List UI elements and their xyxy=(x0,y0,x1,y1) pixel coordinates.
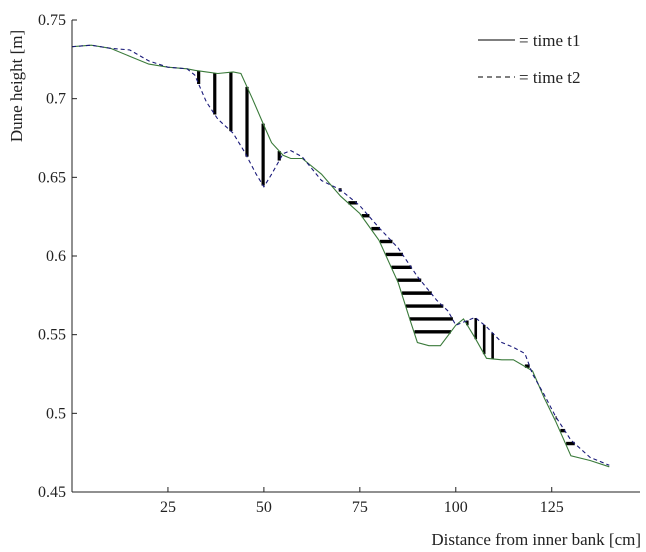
axes xyxy=(71,20,640,493)
erosion-deposition-hatching xyxy=(197,70,575,446)
legend-label-time-t1: = time t1 xyxy=(519,31,581,50)
y-axis-title: Dune height [m] xyxy=(7,30,26,142)
series-lines xyxy=(71,44,610,468)
series-line-time-t1 xyxy=(71,44,610,468)
tick-marks-and-labels: 25 50 75 100 125 0.45 0.5 0.55 0.6 0.65 0.7 0.75 xyxy=(38,12,564,516)
y-tick-label: 0.65 xyxy=(38,169,66,186)
y-tick-label: 0.5 xyxy=(46,405,66,422)
y-tick-label: 0.75 xyxy=(38,12,66,29)
legend: = time t1 = time t2 xyxy=(478,31,581,87)
y-tick-label: 0.45 xyxy=(38,484,66,501)
x-tick-label: 50 xyxy=(256,499,272,516)
x-tick-label: 125 xyxy=(540,499,564,516)
x-tick-label: 25 xyxy=(160,499,176,516)
x-axis-title: Distance from inner bank [cm] xyxy=(431,530,641,549)
x-tick-label: 75 xyxy=(352,499,368,516)
series-line-time-t2 xyxy=(71,44,610,466)
y-tick-label: 0.55 xyxy=(38,327,66,344)
y-tick-label: 0.6 xyxy=(46,248,66,265)
y-tick-label: 0.7 xyxy=(46,91,66,108)
legend-label-time-t2: = time t2 xyxy=(519,68,581,87)
x-tick-label: 100 xyxy=(444,499,468,516)
